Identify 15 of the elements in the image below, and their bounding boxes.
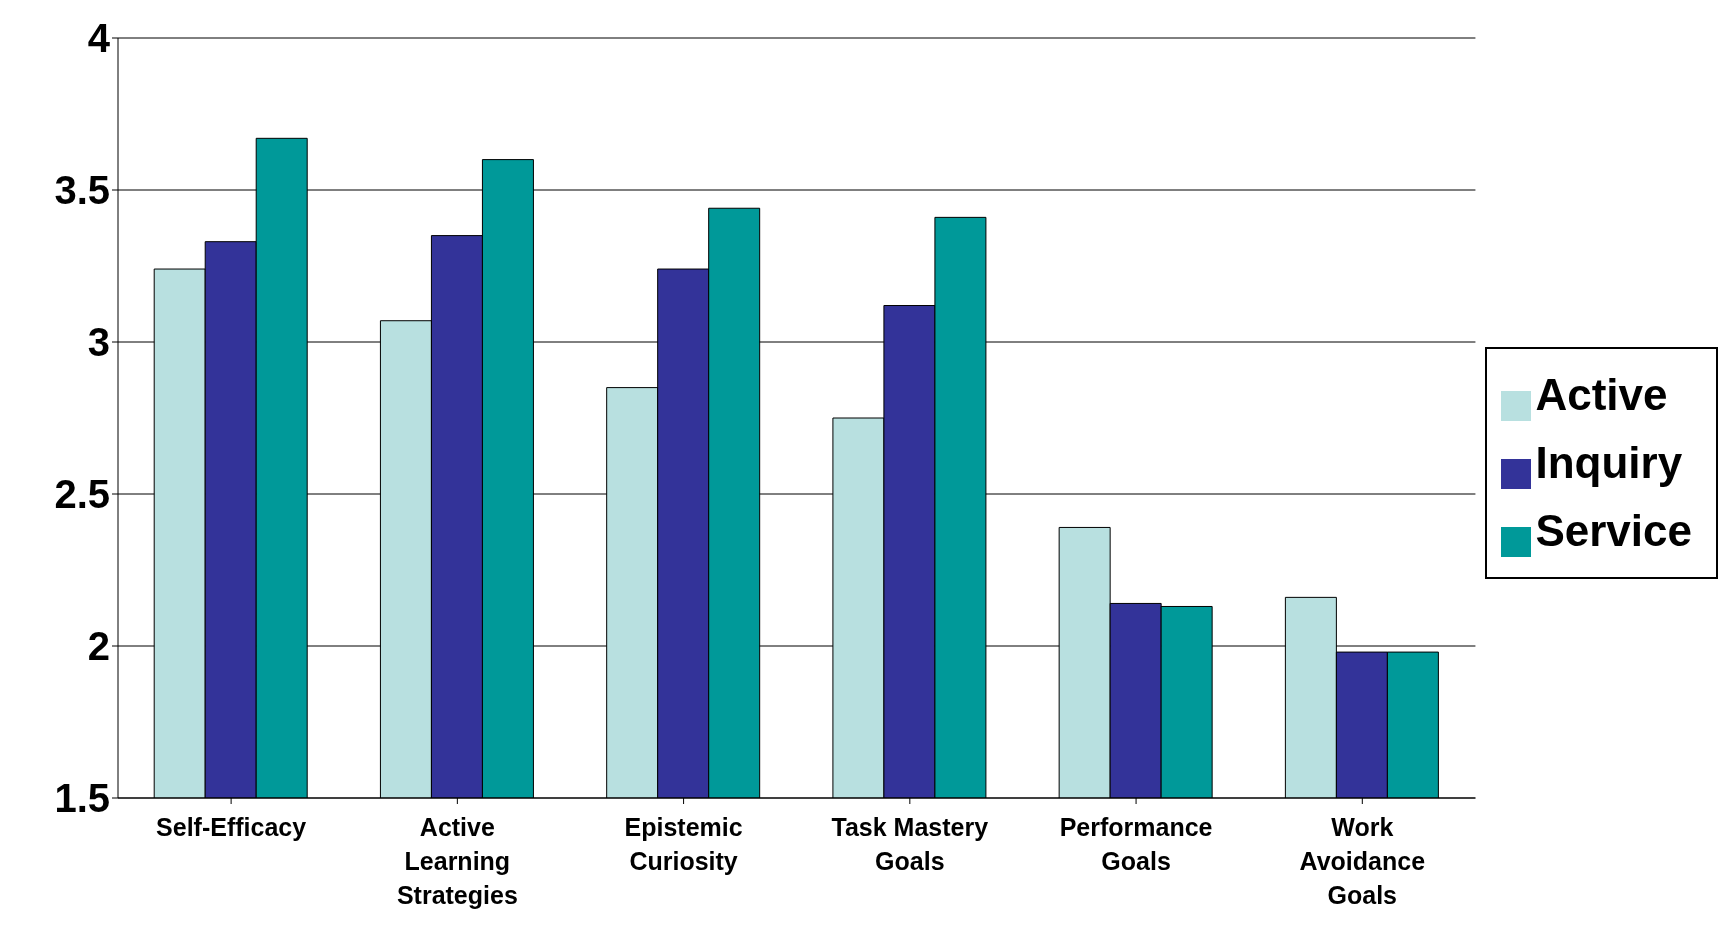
y-tick-label: 2.5	[54, 472, 110, 517]
x-tick-label: Epistemic Curiosity	[624, 813, 743, 875]
x-tick-label: Task Mastery Goals	[831, 813, 989, 875]
x-tick-label: Work Avoidance Goals	[1299, 813, 1426, 909]
y-tick-label: 3.5	[54, 168, 110, 213]
y-tick-label: 1.5	[54, 776, 110, 821]
legend-label: Service	[1535, 506, 1692, 555]
legend-label: Inquiry	[1535, 438, 1683, 487]
x-tick-label: Self-Efficacy	[156, 813, 307, 841]
x-tick-label: Performance Goals	[1059, 813, 1213, 875]
legend-label: Active	[1535, 370, 1668, 419]
y-tick-label: 2	[87, 624, 110, 669]
x-tick-label: Active Learning Strategies	[396, 813, 518, 909]
y-tick-label: 3	[87, 320, 110, 365]
y-tick-label: 4	[87, 16, 111, 61]
